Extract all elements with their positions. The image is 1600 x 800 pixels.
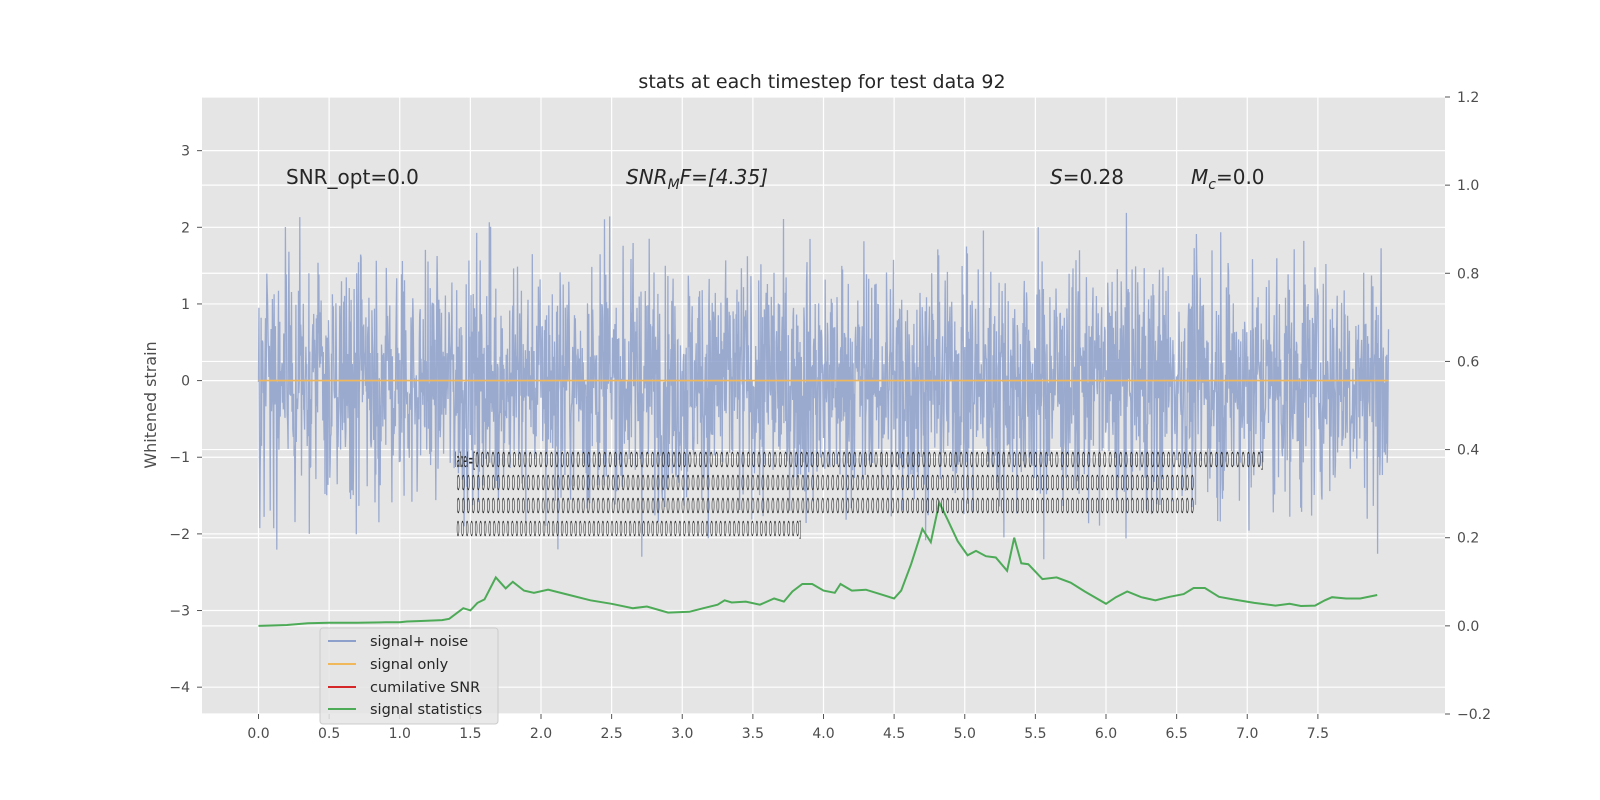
x-tick-label: 4.0 bbox=[812, 726, 834, 742]
y2-tick-label: 1.0 bbox=[1457, 178, 1479, 194]
x-tick-label: 4.5 bbox=[883, 726, 905, 742]
x-tick-label: 1.5 bbox=[459, 726, 481, 742]
legend-label-signal-noise: signal+ noise bbox=[370, 634, 468, 650]
series-signal-noise bbox=[257, 212, 1390, 560]
legend-label-cumulative-snr: cumilative SNR bbox=[370, 680, 480, 696]
x-tick-label: 0.5 bbox=[318, 726, 340, 742]
x-tick-label: 3.0 bbox=[671, 726, 693, 742]
label-line-3: 0 0 0 0 0 0 0 0 0 0 0 0 0 0 0 0 0 0 0 0 … bbox=[455, 494, 1194, 518]
x-tick-label: 3.5 bbox=[742, 726, 764, 742]
annotation-s-rest: =0.28 bbox=[1063, 165, 1124, 189]
y2-tick-label: 0.4 bbox=[1457, 443, 1479, 459]
annotation-snr-mf-main: SNR bbox=[626, 165, 668, 189]
label-line-4: 0 0 0 0 0 0 0 0 0 0 0 0 0 0 0 0 0 0 0 0 … bbox=[455, 517, 801, 541]
annotation-mc: Mc=0.0 bbox=[1191, 165, 1265, 193]
y2-tick-label: 0.6 bbox=[1457, 354, 1479, 370]
y2-tick-label: 0.8 bbox=[1457, 266, 1479, 282]
x-tick-label: 5.5 bbox=[1024, 726, 1046, 742]
annotation-snr-mf-rest: F=[4.35] bbox=[680, 165, 768, 189]
y-axis-right: 1.2 1.0 0.8 0.6 0.4 0.2 0.0 −0.2 bbox=[1445, 90, 1491, 723]
annotation-snr-opt: SNR_opt=0.0 bbox=[286, 165, 419, 189]
legend: signal+ noise signal only cumilative SNR… bbox=[319, 627, 499, 725]
x-tick-label: 2.5 bbox=[600, 726, 622, 742]
y-tick-label: 2 bbox=[181, 220, 190, 236]
label-line-2: 0 0 0 0 0 0 0 0 0 0 0 0 0 0 0 0 0 0 0 0 … bbox=[455, 471, 1194, 495]
y-tick-label: −2 bbox=[169, 527, 190, 543]
chart-title: stats at each timestep for test data 92 bbox=[638, 71, 1005, 93]
x-tick-label: 6.0 bbox=[1095, 726, 1117, 742]
annotation-s: S=0.28 bbox=[1050, 165, 1124, 189]
annotation-mc-main: M bbox=[1191, 165, 1208, 189]
y-tick-label: −4 bbox=[169, 680, 190, 696]
signal-noise-line bbox=[257, 212, 1390, 560]
y2-tick-label: −0.2 bbox=[1457, 707, 1491, 723]
x-tick-label: 0.0 bbox=[247, 726, 269, 742]
y2-tick-label: 0.0 bbox=[1457, 619, 1479, 635]
x-tick-label: 7.5 bbox=[1307, 726, 1329, 742]
x-tick-label: 6.5 bbox=[1165, 726, 1187, 742]
y-tick-label: 1 bbox=[181, 297, 190, 313]
y-tick-label: −1 bbox=[169, 450, 190, 466]
x-tick-label: 5.0 bbox=[954, 726, 976, 742]
annotation-snr-mf: SNRMF=[4.35] bbox=[626, 165, 768, 193]
y-tick-label: −3 bbox=[169, 604, 190, 620]
legend-label-signal-only: signal only bbox=[370, 657, 449, 673]
annotation-mc-rest: =0.0 bbox=[1216, 165, 1265, 189]
y-axis-left: 3 2 1 0 −1 −2 −3 −4 bbox=[169, 144, 202, 696]
annotation-snr-mf-sub: M bbox=[668, 177, 680, 193]
annotation-s-main: S bbox=[1050, 165, 1063, 189]
y-tick-label: 0 bbox=[181, 374, 190, 390]
y2-tick-label: 1.2 bbox=[1457, 90, 1479, 106]
y2-tick-label: 0.2 bbox=[1457, 531, 1479, 547]
x-tick-label: 2.0 bbox=[530, 726, 552, 742]
label-annotation: label=[0 0 0 0 0 0 0 0 0 0 0 0 0 0 0 0 0… bbox=[455, 448, 1263, 541]
y-tick-label: 3 bbox=[181, 144, 190, 160]
y-axis-title: Whitened strain bbox=[141, 341, 160, 468]
x-tick-label: 7.0 bbox=[1236, 726, 1258, 742]
x-axis: 0.0 0.5 1.0 1.5 2.0 2.5 3.0 3.5 4.0 4.5 5.0 5.5 6.0 6… bbox=[247, 714, 1329, 742]
signal-statistics-line bbox=[258, 499, 1378, 627]
legend-label-signal-statistics: signal statistics bbox=[370, 702, 482, 718]
annotation-mc-sub: c bbox=[1208, 177, 1216, 193]
legend-frame bbox=[319, 627, 499, 725]
label-line-1: label=[0 0 0 0 0 0 0 0 0 0 0 0 0 0 0 0 0… bbox=[455, 448, 1263, 472]
x-tick-label: 1.0 bbox=[389, 726, 411, 742]
